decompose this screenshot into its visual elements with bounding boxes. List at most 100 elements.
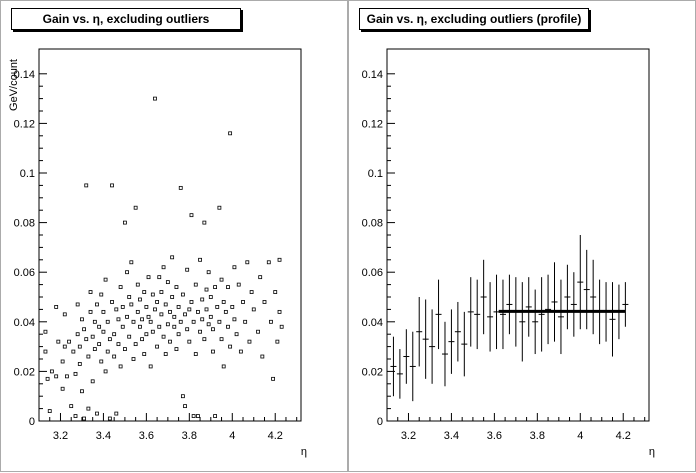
scatter-point (73, 414, 78, 418)
scatter-point (163, 352, 168, 356)
scatter-point (200, 297, 205, 302)
scatter-point (133, 205, 138, 210)
scatter-point (54, 374, 59, 379)
right-y-tick-label: 0.14 (362, 69, 383, 81)
right-y-tick-label: 0 (377, 416, 383, 428)
scatter-point (262, 300, 267, 304)
scatter-point (172, 314, 177, 319)
left-y-tick-label: 0 (29, 416, 35, 428)
scatter-point (245, 260, 250, 265)
scatter-point (217, 319, 222, 324)
scatter-point (103, 369, 108, 374)
left-x-axis-title: η (301, 446, 307, 458)
left-y-tick-label: 0.06 (14, 267, 35, 279)
right-y-tick-label: 0.08 (362, 218, 383, 230)
scatter-point (116, 317, 121, 322)
right-frame (386, 48, 650, 422)
scatter-point (193, 352, 198, 356)
scatter-point (150, 329, 155, 334)
scatter-point (67, 339, 71, 344)
scatter-point (146, 275, 151, 280)
scatter-point (271, 376, 275, 381)
scatter-point (105, 349, 110, 354)
scatter-point (148, 364, 153, 369)
scatter-point (228, 344, 233, 349)
scatter-point (247, 339, 252, 344)
right-x-axis-title: η (649, 446, 655, 458)
scatter-point (157, 275, 162, 280)
scatter-point (176, 332, 181, 337)
scatter-point (103, 277, 108, 282)
scatter-point (84, 183, 89, 188)
scatter-point (148, 319, 153, 324)
scatter-point (161, 334, 166, 339)
scatter-point (112, 354, 117, 359)
scatter-point (153, 307, 157, 312)
scatter-point (170, 255, 175, 260)
scatter-point (163, 302, 168, 307)
scatter-point (232, 317, 237, 322)
scatter-point (238, 349, 243, 354)
scatter-point (200, 317, 205, 322)
scatter-point (185, 327, 190, 332)
right-x-tick-label: 3.4 (444, 430, 459, 442)
scatter-point (198, 329, 202, 334)
scatter-point (191, 319, 196, 324)
scatter-point (45, 376, 50, 381)
scatter-point (131, 319, 136, 324)
left-pad: 0 0.02 0.04 0.06 0.08 0.1 0.12 0.14 3.2 3.4 3.6 3.8… (0, 0, 348, 472)
scatter-point (178, 319, 183, 324)
scatter-point (180, 292, 185, 297)
scatter-point (196, 309, 200, 314)
right-y-tick-label: 0.06 (362, 267, 383, 279)
scatter-point (226, 324, 230, 329)
right-x-tick-label: 3.6 (487, 430, 502, 442)
scatter-point (176, 305, 181, 309)
scatter-point (165, 322, 170, 327)
left-x-tick-label: 4 (229, 430, 235, 442)
scatter-point (269, 319, 273, 324)
left-x-tick-label: 3.4 (96, 430, 111, 442)
scatter-point (277, 309, 282, 314)
scatter-point (204, 307, 209, 312)
scatter-point (77, 344, 82, 349)
scatter-point (157, 324, 162, 329)
scatter-point (170, 295, 175, 299)
scatter-point (221, 364, 226, 369)
scatter-point (92, 347, 97, 351)
right-x-tick-label: 4 (577, 430, 583, 442)
scatter-point (125, 270, 129, 275)
scatter-point (273, 290, 278, 294)
scatter-point (114, 411, 119, 416)
scatter-point (47, 409, 52, 413)
scatter-point (172, 324, 177, 329)
scatter-point (107, 416, 112, 421)
scatter-point (43, 329, 48, 334)
scatter-point (118, 285, 123, 289)
scatter-point (77, 362, 82, 366)
scatter-point (97, 342, 102, 347)
scatter-point (202, 337, 207, 342)
scatter-point (189, 213, 194, 218)
scatter-point (191, 414, 196, 418)
scatter-point (75, 302, 80, 307)
right-y-tick-label: 0.04 (362, 317, 383, 329)
scatter-point (174, 347, 179, 351)
scatter-point (105, 319, 110, 324)
scatter-point (69, 404, 74, 409)
right-x-tick-label: 3.8 (530, 430, 545, 442)
scatter-point (60, 359, 65, 364)
scatter-point (101, 329, 106, 334)
left-x-tick-label: 3.2 (53, 430, 68, 442)
left-chart-title: Gain vs. η, excluding outliers (11, 8, 241, 30)
scatter-point (118, 364, 123, 369)
right-pad: 0 0.02 0.04 0.06 0.08 0.1 0.12 0.14 3.2 3.4 3.6 3.8… (348, 0, 696, 472)
left-x-tick-label: 3.6 (139, 430, 154, 442)
scatter-point (204, 287, 209, 292)
scatter-point (95, 411, 99, 416)
scatter-point (206, 322, 211, 327)
scatter-point (223, 309, 228, 314)
scatter-point (234, 332, 239, 337)
scatter-plot: 0 0.02 0.04 0.06 0.08 0.1 0.12 0.14 3.2 3.4 3.6 3.8… (8, 48, 307, 458)
scatter-point (277, 257, 282, 262)
